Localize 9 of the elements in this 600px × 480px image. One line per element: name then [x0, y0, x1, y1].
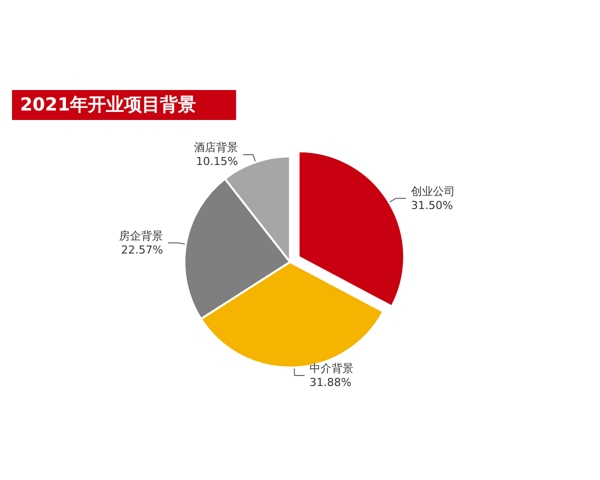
data-label: 10.15% — [196, 155, 238, 168]
slice-label: 房企背景 — [119, 229, 164, 242]
data-label: 31.50% — [410, 198, 453, 212]
slice-label: 酒店背景 — [194, 141, 238, 154]
data-label: 22.57% — [121, 243, 164, 256]
data-label: 31.88% — [310, 376, 352, 390]
slice-label: 中介背景 — [310, 362, 354, 376]
slice-label: 创业公司 — [410, 184, 455, 198]
chart-title: 2021年开业项目背景 — [20, 94, 196, 116]
